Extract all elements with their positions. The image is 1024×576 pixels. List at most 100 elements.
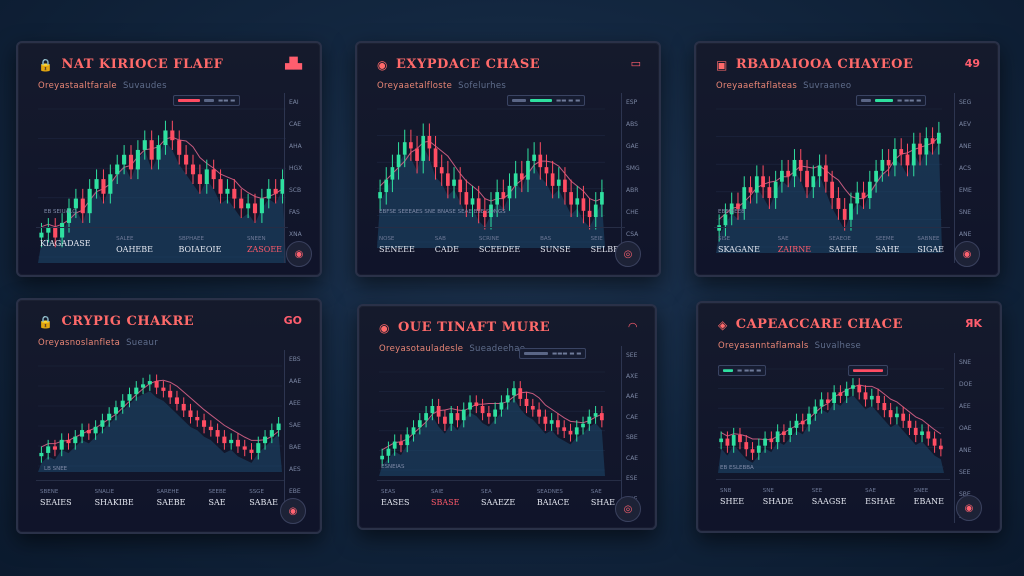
candle [73, 430, 78, 450]
chart-panel-1[interactable]: 🔒 NAT KIRIOCE FLAEF ▟▙ Oreyastaaltfarale S… [16, 41, 322, 277]
timeframe-selector[interactable]: ▬▬ ▬ ▬ [507, 95, 586, 106]
stat-value: ZASOEE [246, 245, 282, 254]
panel-menu-icon[interactable]: 49 [964, 57, 980, 70]
candle-body [569, 192, 573, 205]
candle [719, 431, 724, 450]
price-axis: EBSAAEAEESAEBAEAESEBESAB [284, 350, 311, 520]
candle [823, 154, 828, 193]
candle-body [742, 187, 747, 209]
market-stat: SABNEE SIGAE [917, 236, 944, 254]
timeframe-selector[interactable]: ▬ ▬▬ ▬ [856, 95, 927, 106]
candle-body [392, 441, 397, 449]
candle-body [386, 448, 391, 456]
candlestick-chart[interactable] [718, 363, 944, 473]
candle [468, 395, 472, 417]
timeframe-selector[interactable]: ▬ ▬▬ ▬ [718, 365, 767, 376]
candle [127, 387, 132, 408]
timeframe-selector-2[interactable] [848, 365, 888, 376]
candle [107, 407, 112, 427]
candlestick-chart[interactable] [379, 366, 605, 476]
asset-avatar[interactable]: ◉ [954, 241, 980, 267]
candle [222, 430, 227, 450]
candle-body [924, 138, 929, 155]
stat-value: SBASE [430, 498, 460, 507]
candle [794, 413, 799, 435]
candlestick-chart[interactable] [38, 360, 282, 472]
candle-body [819, 399, 824, 407]
candle [911, 132, 916, 177]
candle-body [581, 198, 586, 211]
stat-value: ESHAE [865, 497, 896, 506]
stat-label: SAE [590, 489, 602, 495]
axis-tick-label: ACS [959, 165, 971, 172]
candle-body [744, 442, 749, 450]
candle [800, 413, 805, 432]
candlestick-chart[interactable] [716, 103, 942, 253]
axis-tick-label: FAS [289, 209, 300, 216]
candle-body [424, 413, 428, 421]
asset-avatar[interactable]: ◎ [615, 496, 641, 522]
candle-body [197, 174, 202, 184]
candle-body [926, 431, 931, 439]
candle [93, 420, 98, 440]
panel-menu-icon[interactable]: ▭ [630, 57, 641, 70]
candlestick-chart[interactable] [377, 103, 605, 248]
asset-avatar[interactable]: ◎ [615, 241, 641, 267]
candle-body [280, 179, 285, 194]
panel-menu-icon[interactable]: ЯK [965, 317, 982, 330]
asset-avatar[interactable]: ◉ [280, 498, 306, 524]
moving-average-line [720, 384, 942, 441]
market-stat: SCRINE SCEEDEE [479, 236, 520, 254]
panel-menu-icon[interactable]: ▟▙ [285, 57, 302, 70]
candle [100, 413, 105, 434]
candle [52, 439, 57, 457]
candle [380, 448, 385, 467]
candle-body [273, 188, 278, 194]
candle [761, 165, 765, 199]
candle [464, 179, 469, 218]
stat-label: SEEME [875, 236, 895, 242]
market-stat: SEEME SAHE [875, 236, 899, 254]
candle-body [549, 420, 554, 424]
candle [46, 218, 51, 243]
timeframe-selector[interactable]: ▬▬▬ ▬ ▬ [519, 348, 587, 359]
candle [918, 132, 922, 166]
candle [819, 392, 824, 414]
chart-panel-6[interactable]: ◈ CAPEACCARE CHACE ЯK Oreyasanntaflamals S… [696, 301, 1002, 533]
chart-panel-5[interactable]: ◉ OUE TINAFT MURE ◠ Oreyasotauladesle Suea… [357, 304, 657, 530]
candle [276, 417, 281, 437]
timeframe-selector[interactable]: ▬▬ ▬ [173, 95, 241, 106]
price-axis: EAICAEAHAHGXSCBFASXNASB [284, 93, 311, 263]
candle [524, 391, 529, 414]
chart-panel-4[interactable]: 🔒 CRYPIG CHAKRE GO Oreyasnoslanfleta Sueau… [16, 298, 322, 534]
chart-panel-3[interactable]: ▣ RBADAIOOA CHAYEOE 49 Oreyaaeftaflateas S… [694, 41, 1000, 277]
chart-footer-label: EB ESLEBBA [720, 465, 754, 471]
panel-menu-icon[interactable]: ◠ [628, 320, 637, 333]
asset-avatar[interactable]: ◉ [286, 241, 312, 267]
candle-body [792, 159, 797, 177]
candle-body [543, 416, 548, 424]
candle-body [780, 170, 784, 182]
candle [424, 406, 428, 428]
chart-panel-2[interactable]: ◉ EXYPDACE CHASE ▭ Oreyaaetalfloste Sofelu… [355, 41, 661, 277]
candle-body [593, 204, 598, 218]
market-stat: SBENE SEAIES [40, 489, 72, 507]
asset-avatar[interactable]: ◉ [956, 495, 982, 521]
candle-body [836, 198, 841, 209]
axis-tick-label: AEE [959, 403, 971, 410]
candle-body [439, 167, 444, 174]
candle-body [575, 198, 580, 205]
candle-body [811, 176, 816, 188]
candle [390, 154, 395, 193]
candle [402, 129, 407, 168]
candle-body [215, 430, 220, 437]
axis-tick-label: SMG [626, 165, 640, 172]
candle-body [141, 384, 146, 388]
candle [832, 385, 837, 411]
candle [905, 143, 910, 177]
candle-body [174, 397, 179, 404]
candle [736, 192, 740, 220]
candlestick-chart[interactable] [38, 103, 286, 263]
panel-menu-icon[interactable]: GO [283, 314, 302, 327]
candle-body [59, 439, 64, 450]
